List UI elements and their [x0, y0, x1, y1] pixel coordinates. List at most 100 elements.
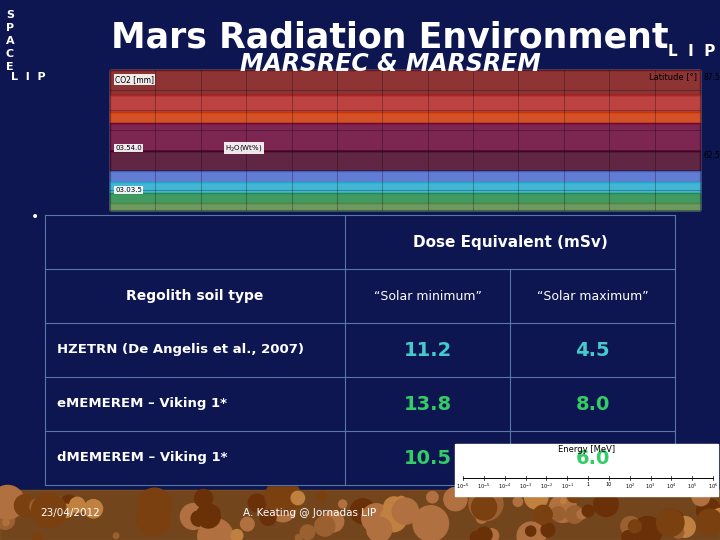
Circle shape	[657, 509, 684, 536]
Text: 6.0: 6.0	[575, 449, 610, 468]
Circle shape	[70, 497, 85, 512]
Circle shape	[194, 489, 212, 508]
Text: •: •	[31, 210, 39, 224]
Text: Energy [MeV]: Energy [MeV]	[558, 444, 615, 454]
Bar	[45, 215, 675, 485]
Circle shape	[444, 488, 467, 511]
Text: 1: 1	[586, 482, 590, 487]
Circle shape	[517, 522, 545, 540]
Text: eMEMEREM – Viking 1*: eMEMEREM – Viking 1*	[57, 397, 227, 410]
Circle shape	[594, 492, 618, 516]
Circle shape	[32, 533, 42, 540]
Text: 4.5: 4.5	[575, 341, 610, 360]
Circle shape	[138, 488, 171, 522]
Circle shape	[525, 485, 548, 509]
Circle shape	[552, 507, 565, 521]
Circle shape	[315, 516, 335, 536]
Circle shape	[248, 494, 266, 512]
Circle shape	[295, 535, 302, 540]
Text: $10^{3}$: $10^{3}$	[645, 482, 656, 491]
Circle shape	[549, 495, 577, 522]
Bar	[455, 444, 718, 496]
Bar	[0, 490, 720, 540]
Circle shape	[266, 479, 301, 515]
Text: $10^{-1}$: $10^{-1}$	[561, 482, 574, 491]
Circle shape	[197, 504, 220, 528]
Circle shape	[181, 504, 206, 529]
Circle shape	[218, 523, 225, 530]
Circle shape	[351, 498, 375, 524]
Circle shape	[323, 511, 343, 532]
Circle shape	[577, 510, 586, 519]
Circle shape	[582, 505, 594, 517]
Circle shape	[0, 510, 14, 529]
Circle shape	[260, 510, 276, 525]
Text: 10.5: 10.5	[403, 449, 451, 468]
Text: HZETRN (De Angelis et al., 2007): HZETRN (De Angelis et al., 2007)	[57, 343, 304, 356]
Bar	[110, 95, 700, 112]
Bar	[110, 112, 700, 123]
Text: 87.5N: 87.5N	[703, 73, 720, 83]
Circle shape	[392, 498, 418, 524]
Text: H$_2$O(Wt%): H$_2$O(Wt%)	[225, 143, 262, 153]
Text: E: E	[6, 62, 14, 72]
Text: C: C	[6, 49, 14, 59]
Circle shape	[137, 502, 171, 536]
Text: 10: 10	[606, 482, 612, 487]
Circle shape	[30, 498, 46, 515]
Circle shape	[240, 517, 254, 531]
Text: $10^{-3}$: $10^{-3}$	[519, 482, 532, 491]
Text: “Solar minimum”: “Solar minimum”	[374, 289, 482, 302]
Circle shape	[534, 505, 552, 524]
Circle shape	[672, 527, 684, 538]
Circle shape	[427, 491, 438, 503]
Text: L  I  P: L I P	[668, 44, 716, 59]
Text: $10^{6}$: $10^{6}$	[708, 482, 718, 491]
Circle shape	[198, 519, 233, 540]
Text: $10^{5}$: $10^{5}$	[687, 482, 697, 491]
Text: 62.5N: 62.5N	[703, 151, 720, 159]
Circle shape	[338, 500, 347, 508]
Circle shape	[541, 523, 555, 537]
Text: P: P	[6, 23, 14, 33]
Text: MARSREC & MARSREM: MARSREC & MARSREM	[240, 52, 541, 76]
Circle shape	[361, 504, 390, 532]
Bar	[0, 490, 720, 540]
Text: A: A	[6, 36, 14, 46]
Circle shape	[3, 519, 9, 525]
Text: 11.2: 11.2	[403, 341, 451, 360]
Circle shape	[0, 485, 24, 519]
Circle shape	[300, 525, 315, 539]
Circle shape	[477, 512, 487, 523]
Circle shape	[291, 491, 305, 505]
Text: 03.03.5: 03.03.5	[115, 187, 142, 193]
Circle shape	[270, 496, 296, 522]
Text: A. Keating @ Jornadas LIP: A. Keating @ Jornadas LIP	[243, 508, 377, 518]
Circle shape	[60, 495, 77, 512]
Text: Latitude [°]: Latitude [°]	[649, 72, 697, 81]
Circle shape	[567, 490, 580, 502]
Circle shape	[367, 517, 392, 540]
Circle shape	[477, 527, 492, 540]
Text: Regolith soil type: Regolith soil type	[126, 289, 264, 303]
Circle shape	[472, 495, 497, 520]
Text: CO2 [mm]: CO2 [mm]	[115, 75, 154, 84]
Circle shape	[14, 495, 37, 517]
Circle shape	[145, 495, 162, 511]
Text: $10^{-5}$: $10^{-5}$	[477, 482, 490, 491]
Circle shape	[526, 526, 536, 536]
Circle shape	[113, 533, 119, 538]
Bar	[110, 123, 700, 151]
Text: S: S	[6, 10, 14, 20]
Circle shape	[634, 516, 662, 540]
Circle shape	[380, 505, 407, 532]
Circle shape	[317, 492, 326, 502]
Circle shape	[191, 511, 207, 526]
Text: $10^{-4}$: $10^{-4}$	[498, 482, 511, 491]
Circle shape	[466, 491, 487, 512]
Circle shape	[231, 530, 243, 540]
Circle shape	[566, 506, 583, 523]
Circle shape	[622, 531, 634, 540]
Circle shape	[513, 497, 523, 507]
Text: Mars Radiation Environment: Mars Radiation Environment	[112, 20, 669, 54]
